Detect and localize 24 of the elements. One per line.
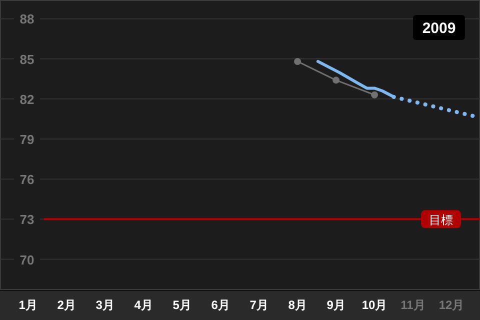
ref-line-label: 目標	[429, 213, 453, 228]
x-tick-label: 6月	[211, 298, 230, 312]
x-tick-label: 2月	[57, 298, 76, 312]
x-tick-label: 11月	[400, 298, 426, 312]
point	[371, 91, 378, 98]
x-tick-label: 1月	[18, 298, 38, 312]
y-tick-label: 88	[20, 12, 34, 27]
y-tick-label: 76	[20, 172, 34, 188]
x-tick-label: 4月	[134, 298, 153, 312]
point	[294, 58, 302, 65]
x-tick-label: 7月	[250, 298, 268, 312]
x-tick-label: 9月	[326, 298, 346, 312]
y-tick-label: 79	[20, 132, 34, 147]
x-tick-label: 3月	[96, 298, 114, 312]
y-tick-label: 85	[20, 52, 34, 67]
y-tick-label: 73	[20, 212, 34, 228]
x-tick-label: 5月	[172, 298, 192, 312]
x-tick-label: 8月	[288, 298, 307, 312]
y-tick-label: 70	[20, 252, 34, 268]
point	[332, 76, 340, 84]
x-tick-label: 10月	[362, 298, 388, 312]
y-tick-label: 82	[20, 92, 34, 107]
text: 2009	[422, 20, 456, 37]
x-tick-label: 12月	[438, 298, 464, 312]
